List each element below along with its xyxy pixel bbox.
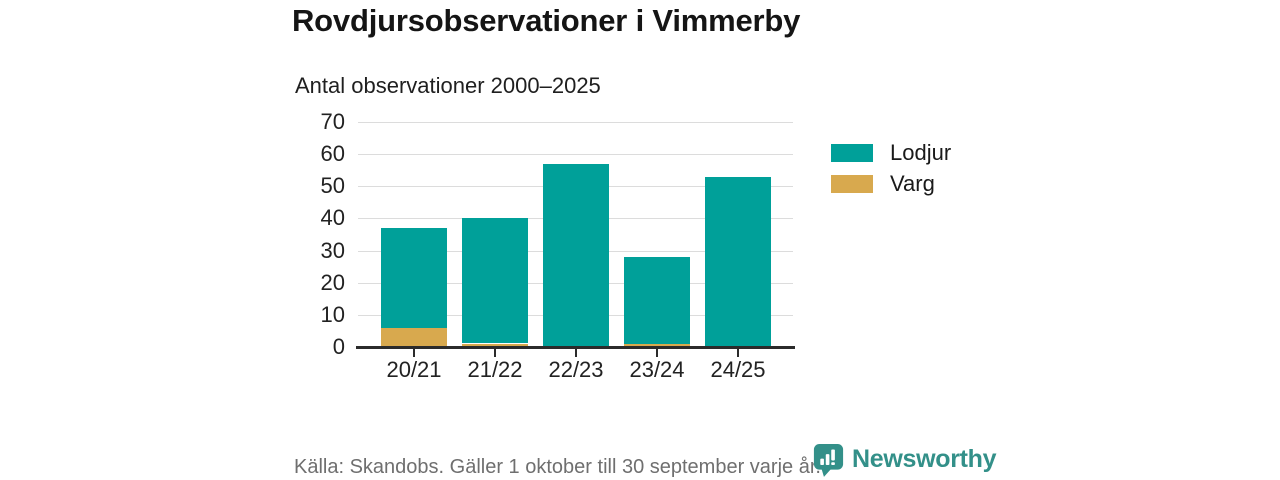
- x-tick: [656, 349, 658, 357]
- x-tick: [413, 349, 415, 357]
- x-tick-label: 21/22: [467, 357, 523, 382]
- x-tick: [575, 349, 577, 357]
- bar-segment-lodjur: [705, 177, 771, 347]
- chart-title: Rovdjursobservationer i Vimmerby: [292, 3, 801, 38]
- brand-lockup: Newsworthy: [813, 443, 997, 477]
- bar-segment-varg: [381, 328, 447, 347]
- legend-label: Lodjur: [890, 140, 952, 165]
- legend-label: Varg: [890, 171, 935, 196]
- bar-segment-lodjur: [462, 218, 528, 343]
- y-tick-label: 70: [320, 109, 345, 134]
- legend-swatch-varg: [831, 175, 873, 193]
- y-tick-label: 40: [320, 205, 345, 230]
- y-tick-label: 60: [320, 141, 345, 166]
- legend-item: Lodjur: [831, 140, 952, 165]
- newsworthy-icon: [813, 444, 844, 477]
- x-tick: [494, 349, 496, 357]
- x-tick-label: 22/23: [548, 357, 604, 382]
- y-gridline: [358, 154, 793, 155]
- bar-segment-lodjur: [381, 228, 447, 328]
- x-tick: [737, 349, 739, 357]
- chart-subtitle: Antal observationer 2000–2025: [295, 73, 601, 98]
- newsworthy-wordmark: Newsworthy: [852, 445, 997, 473]
- x-tick-label: 23/24: [629, 357, 685, 382]
- legend-swatch-lodjur: [831, 144, 873, 162]
- y-tick-label: 30: [320, 238, 345, 263]
- legend: Lodjur Varg: [831, 140, 952, 205]
- x-tick-label: 24/25: [710, 357, 766, 382]
- bar-segment-lodjur: [543, 164, 609, 347]
- y-tick-label: 0: [332, 334, 345, 359]
- bar-segment-varg: [462, 344, 528, 347]
- y-gridline: [358, 122, 793, 123]
- source-note: Källa: Skandobs. Gäller 1 oktober till 3…: [294, 456, 821, 478]
- y-tick-label: 10: [320, 302, 345, 327]
- y-tick-label: 20: [320, 270, 345, 295]
- bar-segment-varg: [624, 344, 690, 347]
- y-tick-label: 50: [320, 173, 345, 198]
- x-axis-line: [356, 346, 795, 349]
- x-tick-label: 20/21: [386, 357, 442, 382]
- legend-item: Varg: [831, 171, 951, 196]
- bar-segment-lodjur: [624, 257, 690, 344]
